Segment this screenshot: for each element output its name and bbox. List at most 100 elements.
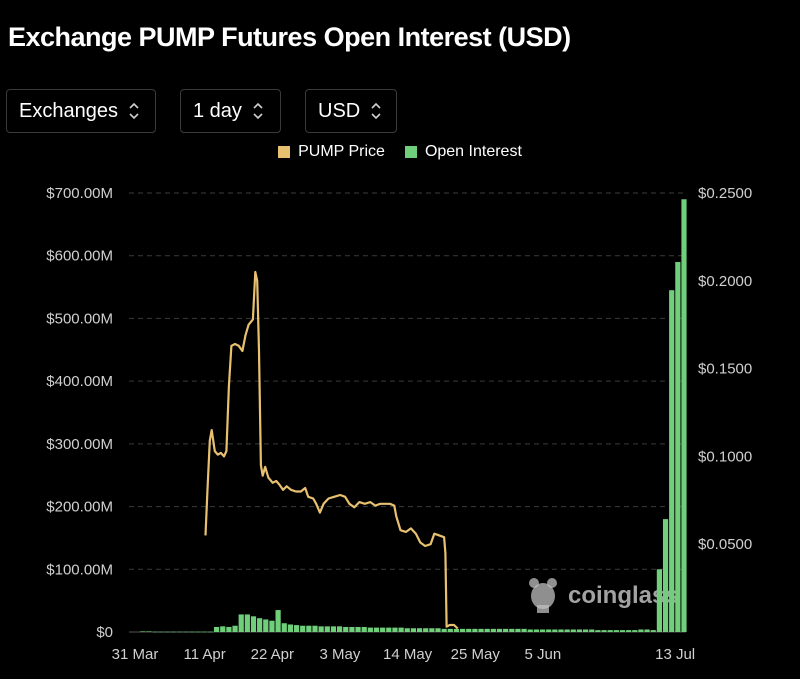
- left-y-tick-label: $100.00M: [46, 561, 113, 578]
- open-interest-bar: [373, 627, 380, 632]
- x-tick-label: 25 May: [451, 646, 501, 663]
- chevron-up-down-icon: [253, 102, 263, 120]
- interval-select[interactable]: 1 day: [180, 89, 281, 133]
- open-interest-bar: [226, 626, 232, 632]
- open-interest-bar: [275, 610, 281, 632]
- currency-select[interactable]: USD: [305, 89, 397, 133]
- open-interest-bar: [570, 629, 576, 632]
- open-interest-bar: [558, 629, 564, 632]
- interval-select-value: 1 day: [193, 99, 242, 122]
- left-y-axis: $700.00M $600.00M $500.00M $400.00M $300.00M…: [46, 185, 113, 641]
- open-interest-bar: [589, 629, 595, 632]
- currency-select-value: USD: [318, 99, 361, 122]
- open-interest-bar: [361, 626, 367, 632]
- open-interest-bar: [650, 630, 656, 632]
- open-interest-bar: [416, 628, 423, 632]
- open-interest-bar: [453, 628, 460, 632]
- open-interest-bar: [355, 626, 361, 632]
- open-interest-bar: [509, 628, 515, 632]
- chevron-up-down-icon: [371, 102, 381, 120]
- right-y-axis: $0.2500 $0.2000 $0.1500 $0.1000 $0.0500: [698, 185, 752, 553]
- open-interest-bar: [619, 630, 626, 632]
- open-interest-bar: [386, 627, 392, 632]
- open-interest-bar: [349, 626, 355, 632]
- open-interest-bar: [207, 631, 214, 633]
- chevron-up-down-icon: [129, 102, 139, 120]
- left-y-tick-label: $300.00M: [46, 436, 113, 453]
- open-interest-bar: [681, 199, 687, 632]
- open-interest-bar: [392, 627, 398, 632]
- open-interest-bar: [244, 614, 250, 632]
- open-interest-bar: [644, 629, 650, 632]
- x-tick-label: 22 Apr: [251, 646, 294, 663]
- left-y-tick-label: $700.00M: [46, 185, 113, 202]
- open-interest-bar: [152, 631, 158, 633]
- chart-legend: PUMP Price Open Interest: [0, 143, 800, 161]
- open-interest-bar: [632, 630, 638, 632]
- open-interest-bar: [330, 626, 337, 632]
- open-interest-bar: [583, 629, 589, 632]
- price-line: [204, 270, 459, 630]
- open-interest-bar: [158, 631, 164, 633]
- open-interest-bar: [552, 629, 558, 632]
- open-interest-bar: [539, 629, 546, 632]
- legend-item-price[interactable]: PUMP Price: [278, 143, 385, 161]
- open-interest-bar: [183, 631, 189, 633]
- open-interest-bar: [601, 630, 607, 632]
- open-interest-bar: [269, 620, 275, 632]
- x-tick-label: 31 Mar: [112, 646, 159, 663]
- open-interest-bar: [521, 628, 527, 632]
- open-interest-bar: [318, 626, 324, 632]
- open-interest-bar: [466, 628, 472, 632]
- open-interest-bar: [410, 628, 416, 632]
- open-interest-bar: [441, 628, 447, 632]
- open-interest-bar: [263, 619, 269, 632]
- legend-item-open-interest[interactable]: Open Interest: [404, 143, 522, 161]
- open-interest-bar: [146, 631, 152, 632]
- open-interest-bar: [177, 631, 183, 633]
- grid-lines: [129, 192, 686, 633]
- open-interest-bar: [669, 290, 675, 632]
- exchanges-select-value: Exchanges: [19, 99, 118, 122]
- open-interest-bar: [195, 631, 201, 633]
- legend-swatch-price: [278, 146, 291, 158]
- legend-label-price: PUMP Price: [298, 143, 385, 160]
- open-interest-bar: [343, 626, 349, 632]
- open-interest-bar: [232, 625, 238, 632]
- open-interest-bar: [503, 628, 509, 632]
- open-interest-bar: [306, 625, 312, 632]
- open-interest-bar: [214, 626, 220, 632]
- open-interest-bar: [324, 626, 330, 632]
- open-interest-bar: [367, 627, 373, 632]
- x-tick-label: 3 May: [320, 646, 361, 663]
- legend-swatch-open-interest: [404, 146, 417, 158]
- open-interest-bar: [662, 519, 669, 632]
- x-tick-label: 11 Apr: [184, 646, 226, 663]
- open-interest-bar: [189, 631, 195, 633]
- open-interest-bars: [140, 199, 687, 633]
- x-axis: 31 Mar 11 Apr 22 Apr 3 May 14 May 25 May 5 Jun…: [112, 646, 695, 663]
- exchanges-select[interactable]: Exchanges: [6, 89, 156, 133]
- open-interest-bar: [170, 631, 177, 633]
- open-interest-bar: [576, 629, 583, 632]
- open-interest-bar: [527, 629, 533, 632]
- coinglass-watermark-text: coinglass: [568, 582, 679, 609]
- left-y-tick-label: $400.00M: [46, 373, 113, 390]
- open-interest-bar: [238, 614, 244, 632]
- open-interest-bar: [564, 629, 570, 632]
- open-interest-bar: [300, 625, 306, 632]
- open-interest-bar: [429, 628, 435, 632]
- open-interest-bar: [533, 629, 539, 632]
- open-interest-bar: [257, 618, 263, 632]
- coinglass-watermark: coinglass: [529, 578, 679, 613]
- left-y-tick-label: $600.00M: [46, 248, 113, 265]
- legend-label-open-interest: Open Interest: [424, 143, 522, 160]
- open-interest-bar: [337, 626, 343, 632]
- open-interest-bar: [626, 630, 632, 632]
- right-y-tick-label: $0.1500: [698, 361, 752, 378]
- open-interest-bar: [484, 628, 490, 632]
- open-interest-bar: [423, 628, 429, 632]
- open-interest-bar: [380, 627, 386, 632]
- open-interest-bar: [201, 631, 207, 633]
